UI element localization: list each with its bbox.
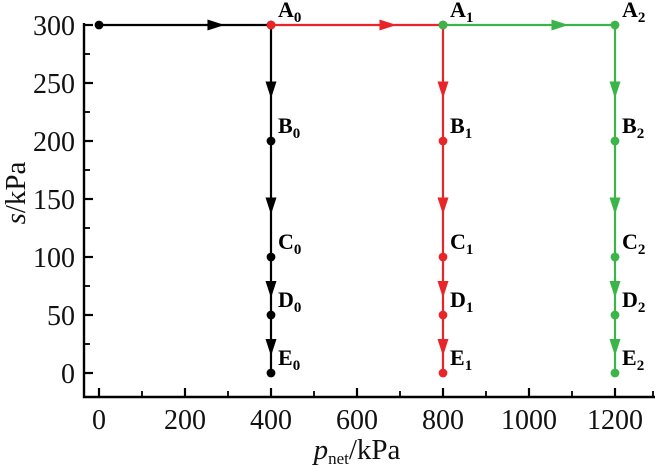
point-label-D0: D0 [278,287,301,316]
y-tick-label: 250 [33,69,75,100]
data-point-marker [610,252,620,262]
data-point-marker [438,252,448,262]
point-label-B0: B0 [278,113,300,142]
data-point-marker [610,136,620,146]
x-tick-label: 0 [92,405,106,436]
direction-arrow [437,81,449,99]
data-point-marker [266,310,276,320]
x-tick-label: 1000 [501,405,557,436]
y-tick-label: 200 [33,127,75,158]
point-label-E1: E1 [450,345,472,374]
data-point-marker [438,310,448,320]
direction-arrow [437,197,449,215]
series-path-0 [99,23,273,373]
direction-arrow [437,338,449,356]
x-tick-label: 600 [336,405,378,436]
x-tick-label: 800 [422,405,464,436]
point-label-D2: D2 [622,287,645,316]
point-label-C0: C0 [278,229,301,258]
series-path-1 [271,23,445,373]
data-point-marker [438,20,448,30]
point-label-A2: A2 [622,0,645,26]
x-tick-label: 400 [250,405,292,436]
direction-arrow [609,81,621,99]
direction-arrow [609,197,621,215]
data-point-marker [438,368,448,378]
point-label-E0: E0 [278,345,300,374]
point-label-A0: A0 [278,0,301,26]
point-label-B1: B1 [450,113,472,142]
y-tick-label: 100 [33,243,75,274]
x-tick-label: 200 [164,405,206,436]
direction-arrow [265,280,277,298]
direction-arrow [437,280,449,298]
point-label-C2: C2 [622,229,645,258]
direction-arrow [609,280,621,298]
y-tick-label: 0 [61,359,75,390]
direction-arrow [265,81,277,99]
y-tick-label: 300 [33,11,75,42]
y-tick-label: 150 [33,185,75,216]
data-point-marker [610,310,620,320]
direction-arrow [207,19,225,31]
data-point-marker [94,20,104,30]
point-label-D1: D1 [450,287,473,316]
y-tick-label: 50 [47,301,75,332]
data-point-marker [266,20,276,30]
x-tick-label: 1200 [587,405,643,436]
direction-arrow [609,338,621,356]
data-point-marker [610,368,620,378]
direction-arrow [265,338,277,356]
point-label-B2: B2 [622,113,644,142]
direction-arrow [551,19,569,31]
point-label-A1: A1 [450,0,473,26]
data-point-marker [266,252,276,262]
direction-arrow [379,19,397,31]
data-point-marker [610,20,620,30]
point-label-E2: E2 [622,345,644,374]
data-point-marker [266,136,276,146]
series-path-2 [443,23,617,373]
point-label-C1: C1 [450,229,473,258]
direction-arrow [265,197,277,215]
data-point-marker [438,136,448,146]
y-axis-title: s/kPa [0,161,32,224]
x-axis-title: pnet/kPa [312,434,401,466]
axis-frame [82,23,655,399]
data-point-marker [266,368,276,378]
